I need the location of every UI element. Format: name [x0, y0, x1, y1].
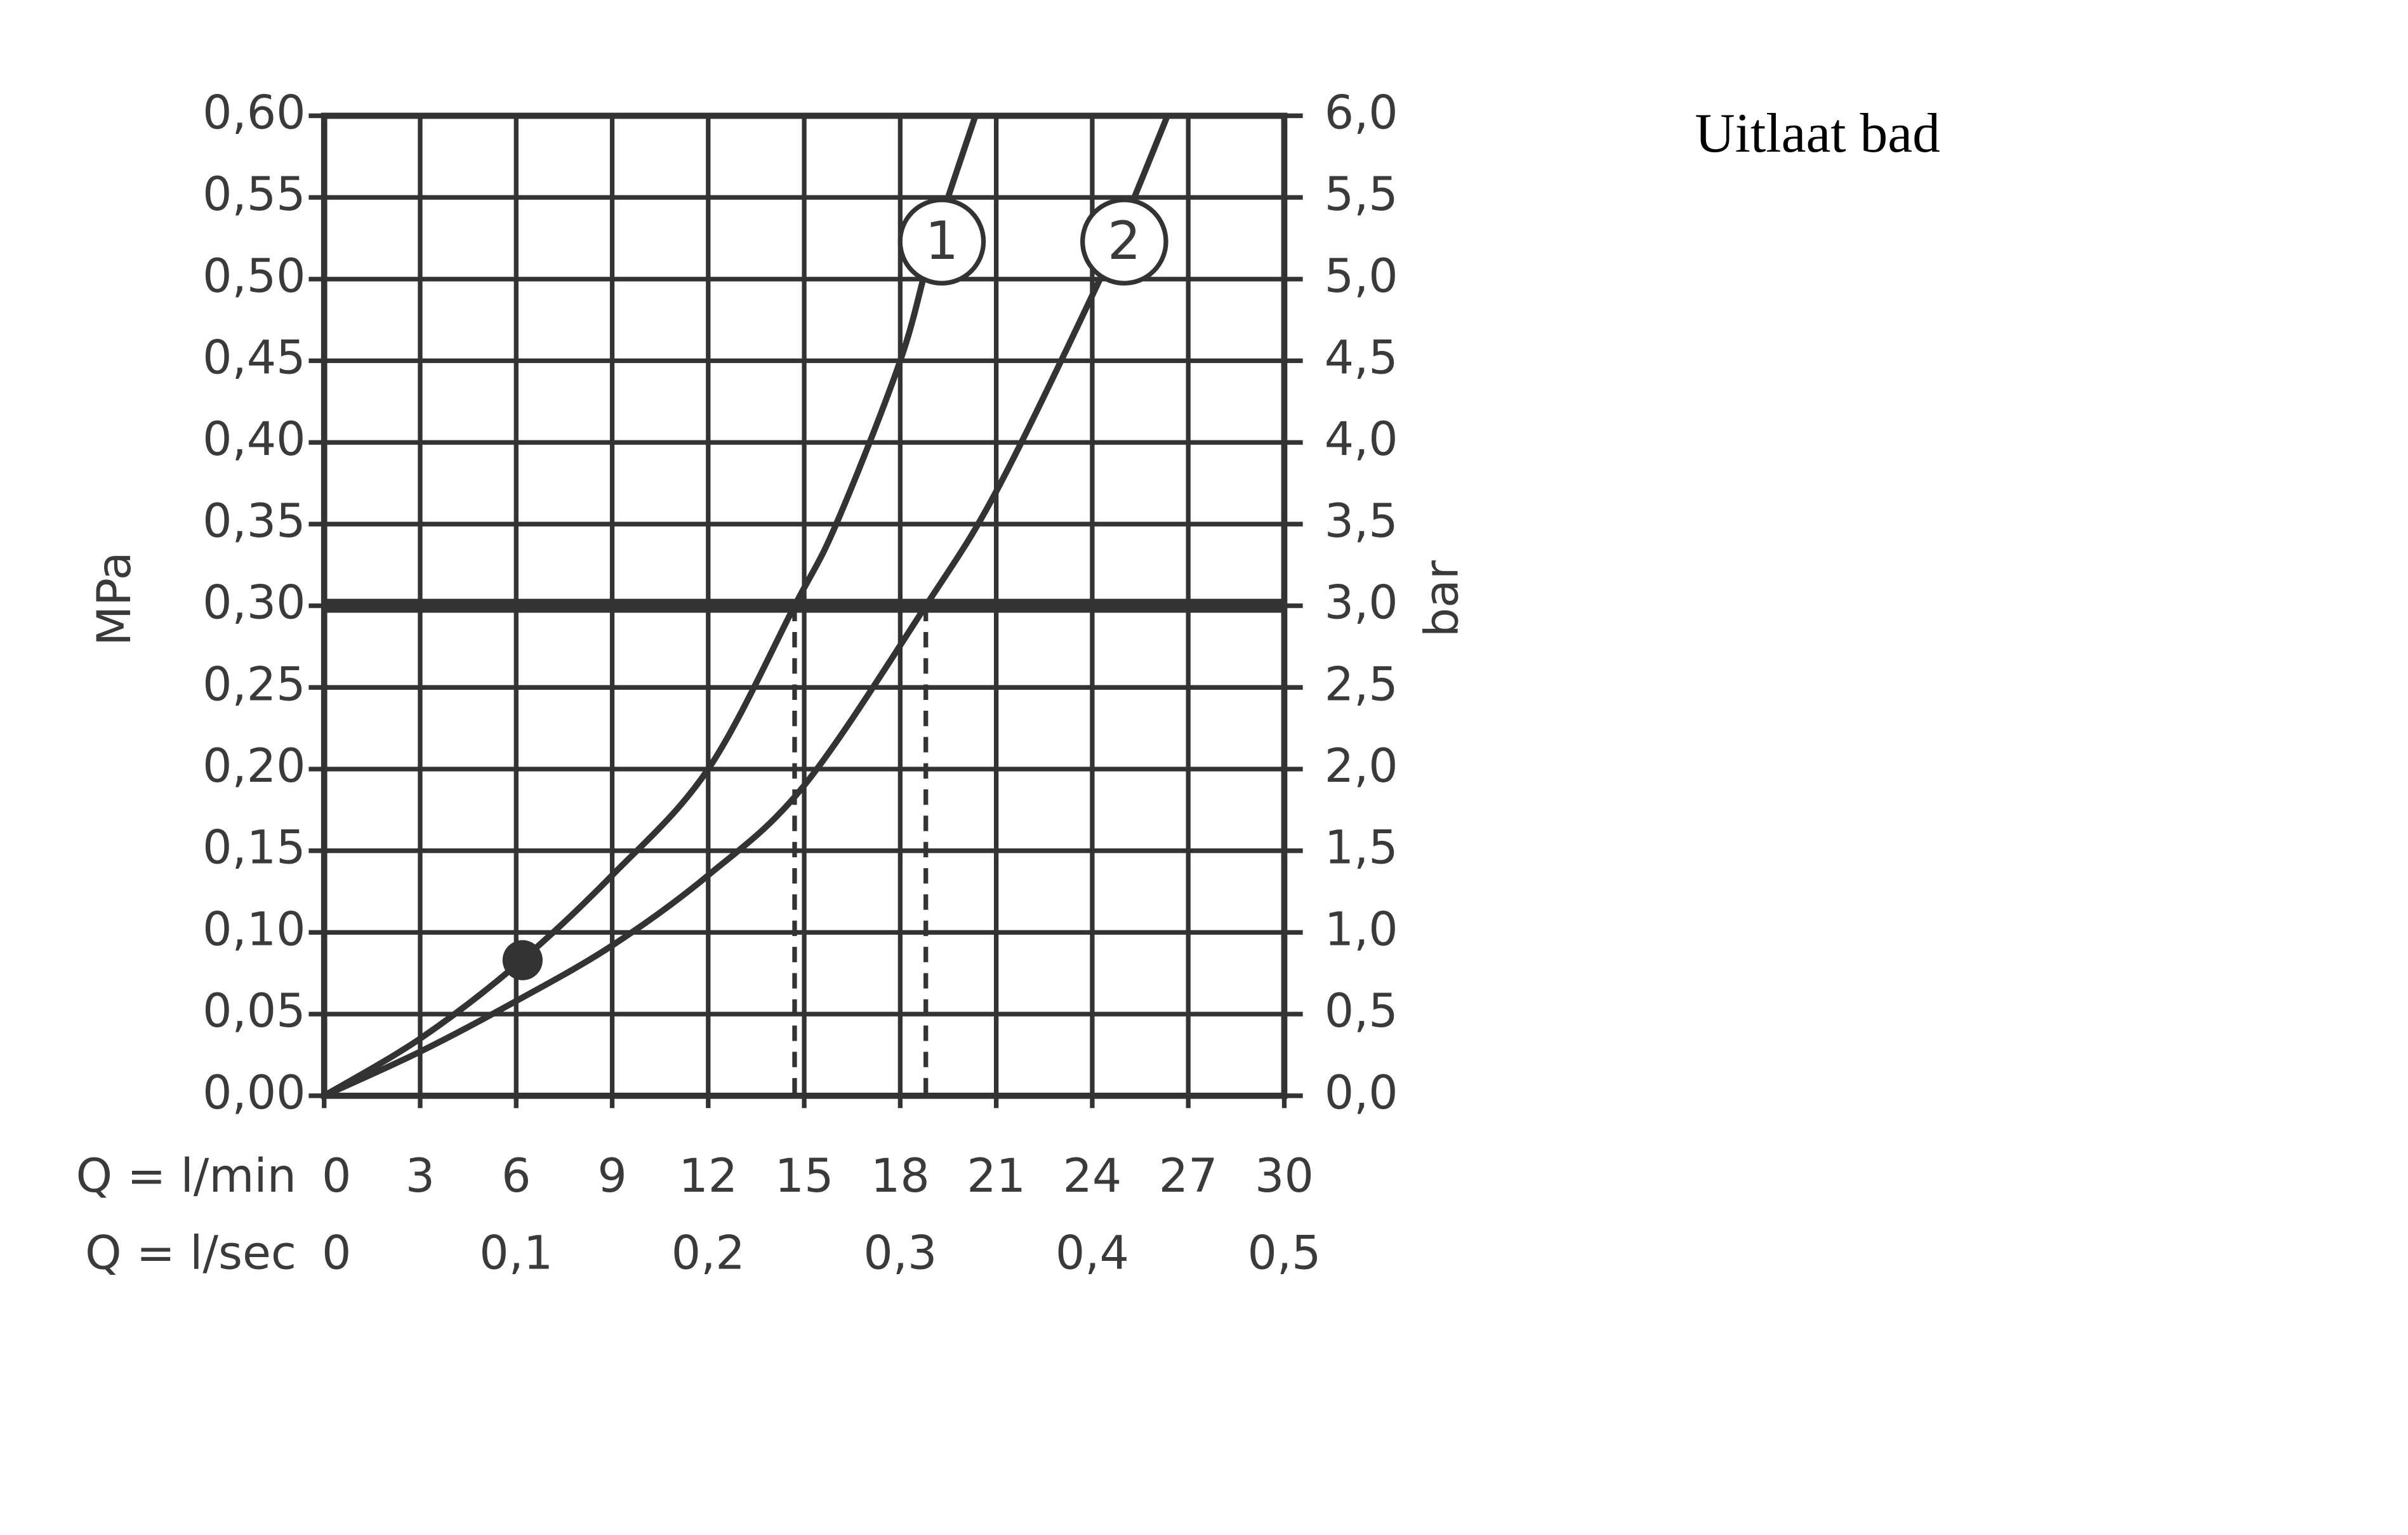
y-tick-label: 0,35 — [202, 494, 305, 548]
y2-tick-label: 4,0 — [1325, 412, 1398, 466]
y2-tick-label: 3,0 — [1325, 576, 1398, 630]
y-tick-label: 0,00 — [202, 1066, 305, 1120]
y-tick-label: 0,10 — [202, 902, 305, 956]
y2-tick-label: 1,5 — [1325, 821, 1398, 875]
x-tick-label: 24 — [1062, 1149, 1121, 1203]
x2-tick-label: 0,3 — [863, 1227, 937, 1281]
y2-tick-label: 5,0 — [1325, 249, 1398, 303]
x2-tick-label: 0 — [322, 1227, 351, 1281]
x2-tick-label: 0,2 — [671, 1227, 745, 1281]
y2-tick-label: 5,5 — [1325, 168, 1398, 221]
x-axis-label: Q = l/min — [76, 1149, 296, 1203]
x-tick-label: 9 — [597, 1149, 626, 1203]
x-tick-label: 30 — [1255, 1149, 1314, 1203]
x-tick-label: 21 — [967, 1149, 1026, 1203]
y-axis-label: MPa — [88, 551, 142, 645]
y-tick-label: 0,05 — [202, 984, 305, 1038]
x-tick-label: 15 — [775, 1149, 834, 1203]
x2-tick-label: 0,4 — [1055, 1227, 1129, 1281]
y2-tick-label: 2,0 — [1325, 739, 1398, 793]
y2-tick-label: 1,0 — [1325, 902, 1398, 956]
y-tick-label: 0,20 — [202, 739, 305, 793]
y2-tick-label: 3,5 — [1325, 494, 1398, 548]
y-tick-label: 0,30 — [202, 576, 305, 630]
y-tick-label: 0,55 — [202, 168, 305, 221]
chart-title: Uitlaat bad — [1695, 102, 1940, 164]
x2-axis-label: Q = l/sec — [85, 1227, 296, 1281]
y-tick-label: 0,25 — [202, 657, 305, 711]
curve-label: 1 — [925, 211, 959, 272]
y-tick-label: 0,40 — [202, 412, 305, 466]
curve-label: 2 — [1108, 211, 1141, 272]
x-tick-label: 12 — [678, 1149, 738, 1203]
x2-tick-label: 0,5 — [1247, 1227, 1321, 1281]
curve — [322, 114, 1170, 1099]
y2-tick-label: 0,5 — [1325, 984, 1398, 1038]
marker-point — [502, 940, 543, 980]
y-tick-label: 0,15 — [202, 821, 305, 875]
y2-axis-label: bar — [1415, 560, 1469, 637]
curve-label-circle — [1080, 197, 1168, 286]
y-tick-label: 0,50 — [202, 249, 305, 303]
x-tick-label: 3 — [406, 1149, 435, 1203]
x2-tick-label: 0,1 — [479, 1227, 553, 1281]
x-tick-label: 6 — [501, 1149, 531, 1203]
y2-tick-label: 0,0 — [1325, 1066, 1398, 1120]
x-tick-label: 27 — [1159, 1149, 1218, 1203]
x-tick-label: 18 — [871, 1149, 930, 1203]
y-tick-label: 0,45 — [202, 331, 305, 385]
y2-tick-label: 4,5 — [1325, 331, 1398, 385]
curve-label-circle — [897, 197, 986, 286]
y2-tick-label: 6,0 — [1325, 86, 1398, 140]
y-tick-label: 0,60 — [202, 86, 305, 140]
y2-tick-label: 2,5 — [1325, 657, 1398, 711]
x-tick-label: 0 — [322, 1149, 351, 1203]
curve — [322, 114, 979, 1098]
